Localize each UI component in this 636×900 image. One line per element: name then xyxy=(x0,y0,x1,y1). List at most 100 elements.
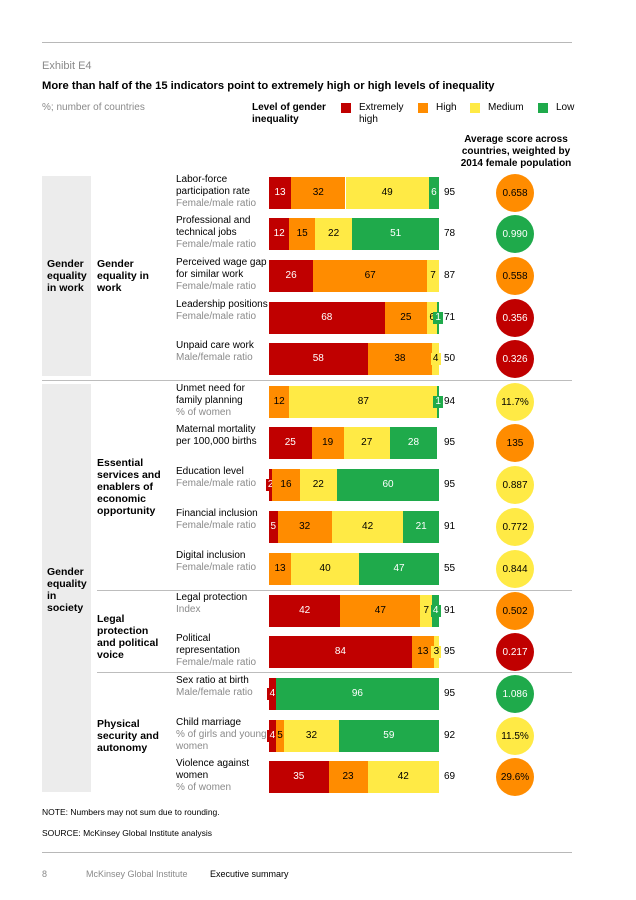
average-score-value: 0.326 xyxy=(502,353,528,365)
section-label-work: Gender equality in work xyxy=(47,258,87,294)
indicator-name: Labor-force participation rate xyxy=(176,174,250,197)
indicator-label: Child marriage% of girls and young women xyxy=(176,717,268,753)
bar-value-label: 23 xyxy=(342,771,354,782)
average-score-value: 0.990 xyxy=(502,228,528,240)
bar-value-label: 58 xyxy=(312,353,324,364)
bar-value-label: 4 xyxy=(430,353,441,365)
indicator-name: Professional and technical jobs xyxy=(176,215,251,238)
country-count: 95 xyxy=(444,646,456,657)
average-score-circle: 0.558 xyxy=(496,257,534,295)
average-score-value: 0.217 xyxy=(502,646,528,658)
legend-swatch-high xyxy=(418,103,428,113)
legend-label-low: Low xyxy=(556,102,575,113)
average-score-circle: 0.326 xyxy=(496,340,534,378)
average-score-header: Average score across countries, weighted… xyxy=(460,134,572,169)
average-score-value: 0.558 xyxy=(502,270,528,282)
bar-segment-extremely-high xyxy=(269,343,368,375)
bar-segment-medium xyxy=(345,177,429,209)
average-score-value: 135 xyxy=(506,437,524,449)
indicator-metric: Index xyxy=(176,604,201,615)
bar-value-label: 13 xyxy=(274,563,286,574)
bar-value-label: 60 xyxy=(382,479,394,490)
bar-value-label: 4 xyxy=(267,688,278,700)
bar-value-label: 1 xyxy=(433,396,444,408)
bar-segment-extremely-high xyxy=(269,636,412,668)
bar-segment-high xyxy=(269,386,290,418)
subsection-label-physical: Physical security and autonomy xyxy=(97,718,159,754)
bar-value-label: 40 xyxy=(319,563,331,574)
indicator-metric: Male/female ratio xyxy=(176,687,253,698)
country-count: 55 xyxy=(444,563,456,574)
bar-segment-high xyxy=(289,218,315,250)
average-score-circle: 0.887 xyxy=(496,466,534,504)
note: NOTE: Numbers may not sum due to roundin… xyxy=(42,807,220,817)
bar-value-label: 42 xyxy=(362,521,374,532)
bar-value-label: 47 xyxy=(374,605,386,616)
indicator-label: Legal protection Index xyxy=(176,592,268,616)
bar-value-label: 7 xyxy=(430,270,436,281)
bar-value-label: 42 xyxy=(299,605,311,616)
bar-segment-high xyxy=(313,260,428,292)
bar-value-label: 1 xyxy=(433,312,444,324)
bar-segment-high xyxy=(272,469,300,501)
bar-segment-extremely-high xyxy=(269,595,341,627)
section-separator xyxy=(42,380,572,381)
average-score-value: 0.772 xyxy=(502,521,528,533)
average-score-circle: 0.990 xyxy=(496,215,534,253)
average-score-value: 0.887 xyxy=(502,479,528,491)
bar-value-label: 38 xyxy=(394,353,406,364)
average-score-value: 0.844 xyxy=(502,563,528,575)
indicator-metric: Female/male ratio xyxy=(176,239,257,250)
indicator-name: Leadership positions xyxy=(176,299,268,310)
average-score-value: 0.502 xyxy=(502,605,528,617)
indicator-metric: Female/male ratio xyxy=(176,281,257,292)
subsection-separator-physical xyxy=(97,672,572,673)
subsection-label-services: Essential services and enablers of econo… xyxy=(97,457,161,517)
indicator-metric: % of women xyxy=(176,407,232,418)
bar-value-label: 13 xyxy=(274,187,286,198)
country-count: 91 xyxy=(444,605,456,616)
average-score-value: 0.658 xyxy=(502,187,528,199)
bar-segment-extremely-high xyxy=(269,177,292,209)
bar-value-label: 32 xyxy=(299,521,311,532)
legend-title: Level of gender inequality xyxy=(252,102,326,125)
footer-section: Executive summary xyxy=(210,869,289,879)
indicator-label: Political representation Female/male rati… xyxy=(176,633,268,669)
bar-segment-high xyxy=(384,302,428,334)
average-score-circle: 29.6% xyxy=(496,758,534,796)
bar-segment-high xyxy=(367,343,433,375)
country-count: 95 xyxy=(444,437,456,448)
average-score-circle: 0.356 xyxy=(496,299,534,337)
legend-swatch-extremely-high xyxy=(341,103,351,113)
bar-value-label: 28 xyxy=(407,437,420,448)
indicator-metric: Female/male ratio xyxy=(176,478,257,489)
subsection-separator-legal xyxy=(97,590,572,591)
country-count: 95 xyxy=(444,187,456,198)
footer-page-number: 8 xyxy=(42,869,48,879)
bar-segment-low xyxy=(275,678,439,710)
average-score-circle: 135 xyxy=(496,424,534,462)
indicator-metric: Female/male ratio xyxy=(176,657,257,668)
average-score-circle: 11.5% xyxy=(496,717,534,755)
indicator-label: Violence against women% of women xyxy=(176,758,268,794)
section-bg-work xyxy=(42,176,91,376)
bar-segment-low xyxy=(389,427,438,459)
source: SOURCE: McKinsey Global Institute analys… xyxy=(42,828,213,838)
indicator-label: Financial inclusion Female/male ratio xyxy=(176,508,268,532)
bar-value-label: 19 xyxy=(322,437,334,448)
country-count: 94 xyxy=(444,396,456,407)
subsection-label-legal: Legal protection and political voice xyxy=(97,613,159,661)
bar-segment-low xyxy=(338,720,439,752)
bar-value-label: 5 xyxy=(270,521,277,532)
bar-value-label: 2 xyxy=(265,479,276,491)
country-count: 95 xyxy=(444,688,456,699)
indicator-label: Maternal mortality per 100,000 births xyxy=(176,424,268,448)
indicator-name: Perceived wage gap for similar work xyxy=(176,257,267,280)
bar-segment-low xyxy=(428,177,439,209)
average-score-value: 11.5% xyxy=(501,730,529,742)
bar-value-label: 16 xyxy=(280,479,292,490)
bar-segment-high xyxy=(269,553,292,585)
average-score-circle: 1.086 xyxy=(496,675,534,713)
bar-value-label: 26 xyxy=(285,270,297,281)
average-score-value: 1.086 xyxy=(502,688,528,700)
